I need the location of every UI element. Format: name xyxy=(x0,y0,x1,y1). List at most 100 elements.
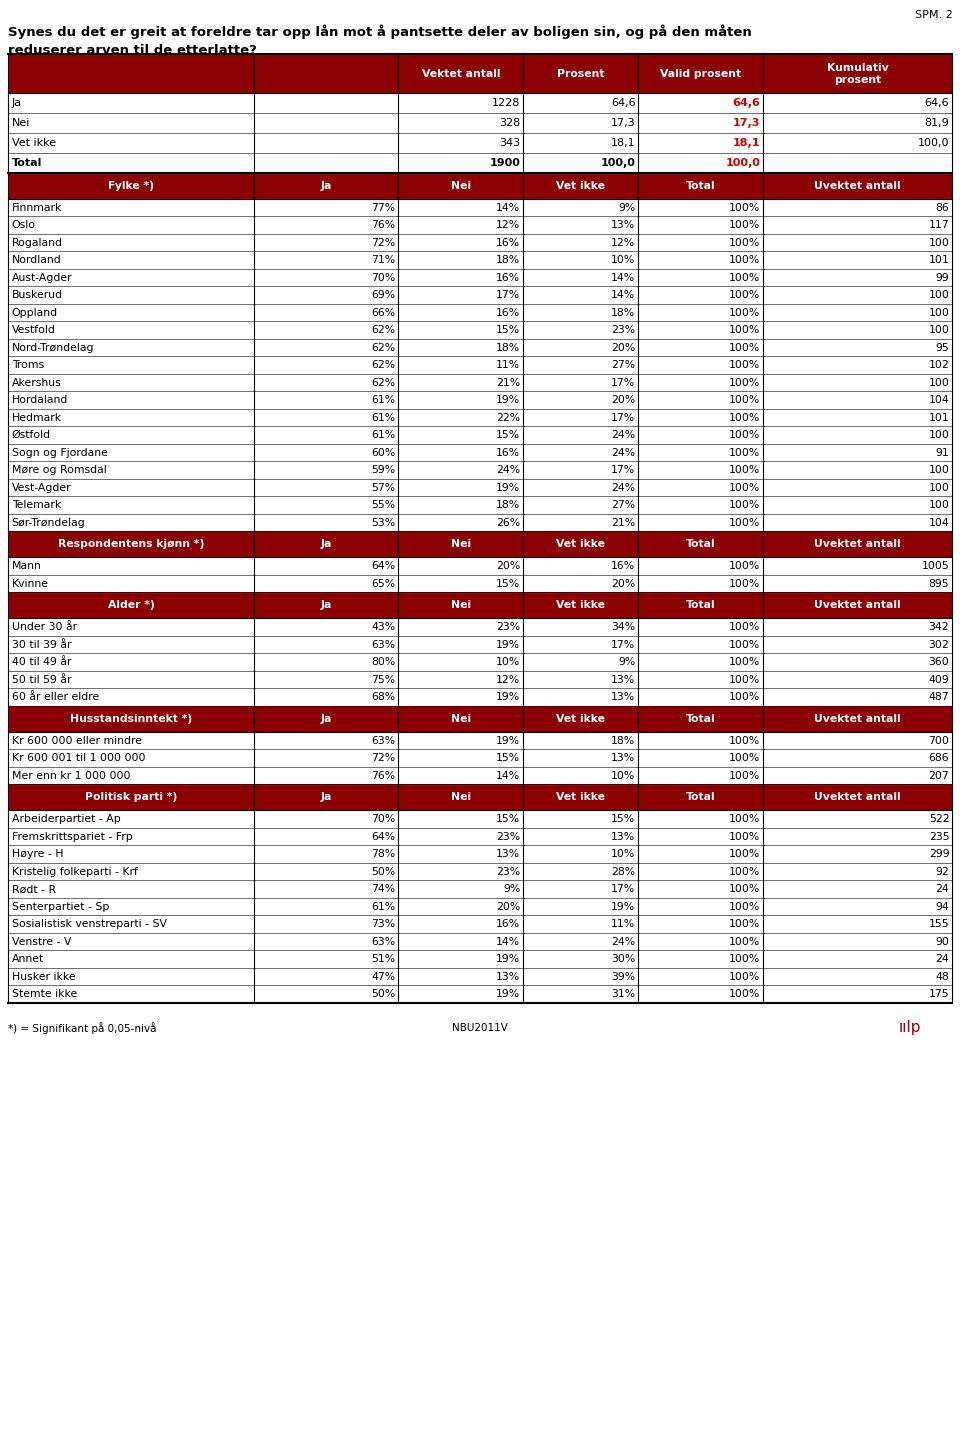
Bar xyxy=(8,532,952,558)
Text: Fylke *): Fylke *) xyxy=(108,181,154,191)
Text: 100%: 100% xyxy=(729,920,760,930)
Text: 100%: 100% xyxy=(729,885,760,894)
Text: 90: 90 xyxy=(935,937,949,947)
Text: 100%: 100% xyxy=(729,291,760,301)
Text: Vest-Agder: Vest-Agder xyxy=(12,483,71,493)
Text: 100%: 100% xyxy=(729,256,760,265)
Text: 100%: 100% xyxy=(729,395,760,405)
Text: Aust-Agder: Aust-Agder xyxy=(12,273,72,283)
Text: 100%: 100% xyxy=(729,578,760,589)
Text: 23%: 23% xyxy=(496,831,520,842)
Text: 100: 100 xyxy=(928,308,949,318)
Text: 24%: 24% xyxy=(612,431,636,440)
Text: Uvektet antall: Uvektet antall xyxy=(814,181,901,191)
Text: 14%: 14% xyxy=(612,291,636,301)
Text: Hordaland: Hordaland xyxy=(12,395,68,405)
Text: 17%: 17% xyxy=(612,639,636,649)
Text: 20%: 20% xyxy=(612,395,636,405)
Text: 75%: 75% xyxy=(372,675,396,685)
Text: 100%: 100% xyxy=(729,658,760,667)
Text: 100: 100 xyxy=(928,500,949,510)
Text: 100%: 100% xyxy=(729,343,760,353)
Text: 100%: 100% xyxy=(729,989,760,999)
Text: 100: 100 xyxy=(928,325,949,335)
Text: 100%: 100% xyxy=(729,954,760,964)
Text: Sør-Trøndelag: Sør-Trøndelag xyxy=(12,518,85,528)
Text: 100%: 100% xyxy=(729,866,760,876)
Text: 10%: 10% xyxy=(612,256,636,265)
Text: 302: 302 xyxy=(928,639,949,649)
Text: 24: 24 xyxy=(936,885,949,894)
Text: Kr 600 000 eller mindre: Kr 600 000 eller mindre xyxy=(12,736,142,746)
Text: 100%: 100% xyxy=(729,639,760,649)
Text: Under 30 år: Under 30 år xyxy=(12,622,77,632)
Text: Senterpartiet - Sp: Senterpartiet - Sp xyxy=(12,902,109,912)
Text: Uvektet antall: Uvektet antall xyxy=(814,792,901,803)
Text: Vestfold: Vestfold xyxy=(12,325,56,335)
Text: 100: 100 xyxy=(928,483,949,493)
Text: reduserer arven til de etterlatte?: reduserer arven til de etterlatte? xyxy=(8,43,256,56)
Text: 34%: 34% xyxy=(612,622,636,632)
Text: 155: 155 xyxy=(928,920,949,930)
Text: Husstandsinntekt *): Husstandsinntekt *) xyxy=(70,714,192,724)
Text: Uvektet antall: Uvektet antall xyxy=(814,539,901,549)
Text: Ja: Ja xyxy=(321,714,332,724)
Text: 18%: 18% xyxy=(496,256,520,265)
Text: Kristelig folkeparti - Krf: Kristelig folkeparti - Krf xyxy=(12,866,137,876)
Text: 15%: 15% xyxy=(496,578,520,589)
Text: 11%: 11% xyxy=(612,920,636,930)
Text: 10%: 10% xyxy=(612,849,636,859)
Text: 328: 328 xyxy=(499,119,520,129)
Text: 299: 299 xyxy=(928,849,949,859)
Text: Synes du det er greit at foreldre tar opp lån mot å pantsette deler av boligen s: Synes du det er greit at foreldre tar op… xyxy=(8,25,752,39)
Text: Total: Total xyxy=(686,714,715,724)
Text: 20%: 20% xyxy=(612,343,636,353)
Text: 100,0: 100,0 xyxy=(726,158,760,168)
Text: 409: 409 xyxy=(928,675,949,685)
Text: 60 år eller eldre: 60 år eller eldre xyxy=(12,693,99,703)
Text: 61%: 61% xyxy=(372,412,396,422)
Text: Nei: Nei xyxy=(12,119,30,129)
Text: Ja: Ja xyxy=(321,792,332,803)
Text: 100: 100 xyxy=(928,466,949,476)
Text: 9%: 9% xyxy=(618,658,636,667)
Text: 9%: 9% xyxy=(618,202,636,213)
Text: 19%: 19% xyxy=(496,989,520,999)
Text: 27%: 27% xyxy=(612,500,636,510)
Text: 14%: 14% xyxy=(496,202,520,213)
Text: Kr 600 001 til 1 000 000: Kr 600 001 til 1 000 000 xyxy=(12,753,145,763)
Text: 17%: 17% xyxy=(612,377,636,388)
Text: Vet ikke: Vet ikke xyxy=(556,539,606,549)
Text: Annet: Annet xyxy=(12,954,44,964)
Text: 11%: 11% xyxy=(496,360,520,370)
Text: 50%: 50% xyxy=(372,989,396,999)
Text: 23%: 23% xyxy=(612,325,636,335)
Text: 100,0: 100,0 xyxy=(601,158,636,168)
Text: Mer enn kr 1 000 000: Mer enn kr 1 000 000 xyxy=(12,771,131,781)
Text: 207: 207 xyxy=(928,771,949,781)
Text: 68%: 68% xyxy=(372,693,396,703)
Text: 18%: 18% xyxy=(496,343,520,353)
Text: 63%: 63% xyxy=(372,937,396,947)
Text: 28%: 28% xyxy=(612,866,636,876)
Text: 15%: 15% xyxy=(496,325,520,335)
Text: 65%: 65% xyxy=(372,578,396,589)
Text: 64%: 64% xyxy=(372,831,396,842)
Text: 100%: 100% xyxy=(729,814,760,824)
Text: 18%: 18% xyxy=(612,736,636,746)
Text: Nei: Nei xyxy=(451,792,470,803)
Text: Nei: Nei xyxy=(451,181,470,191)
Text: 102: 102 xyxy=(928,360,949,370)
Text: 64,6: 64,6 xyxy=(611,98,636,108)
Text: Uvektet antall: Uvektet antall xyxy=(814,600,901,610)
Text: 20%: 20% xyxy=(496,561,520,571)
Text: Nei: Nei xyxy=(451,600,470,610)
Text: Nei: Nei xyxy=(451,539,470,549)
Text: 100%: 100% xyxy=(729,308,760,318)
Bar xyxy=(8,785,952,811)
Text: Ja: Ja xyxy=(321,600,332,610)
Text: 12%: 12% xyxy=(612,237,636,247)
Text: 59%: 59% xyxy=(372,466,396,476)
Text: 72%: 72% xyxy=(372,753,396,763)
Text: 16%: 16% xyxy=(496,920,520,930)
